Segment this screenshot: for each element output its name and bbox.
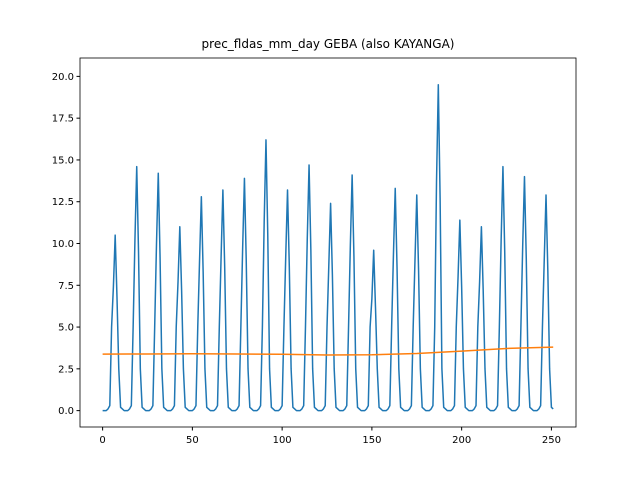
y-tick-label: 5.0 <box>58 323 74 334</box>
x-tick-label: 50 <box>186 435 199 446</box>
x-tick-label: 150 <box>362 435 381 446</box>
data-line <box>102 83 554 412</box>
y-tick-label: 2.5 <box>58 364 74 375</box>
x-tick-label: 0 <box>99 435 105 446</box>
y-tick-label: 0.0 <box>58 406 74 417</box>
y-tick-label: 17.5 <box>52 114 74 125</box>
x-tick-label: 100 <box>273 435 292 446</box>
plot-frame <box>79 57 577 428</box>
data-line <box>102 346 554 356</box>
y-tick-label: 12.5 <box>52 197 74 208</box>
x-tick-label: 200 <box>452 435 471 446</box>
y-tick-label: 7.5 <box>58 281 74 292</box>
y-tick-label: 15.0 <box>52 155 74 166</box>
y-tick-label: 10.0 <box>52 239 74 250</box>
chart-title: prec_fldas_mm_day GEBA (also KAYANGA) <box>202 37 455 51</box>
x-tick-label: 250 <box>542 435 561 446</box>
y-tick-label: 20.0 <box>52 72 74 83</box>
